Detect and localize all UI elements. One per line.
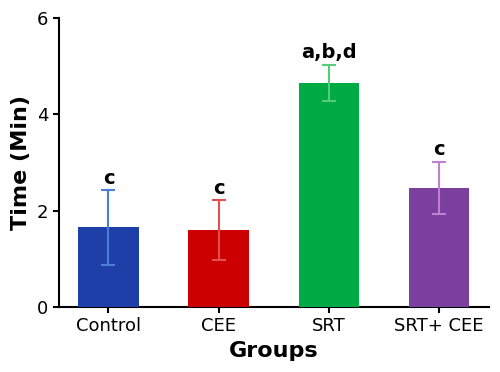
- Bar: [298, 83, 359, 307]
- X-axis label: Groups: Groups: [229, 341, 318, 361]
- Text: c: c: [433, 140, 445, 159]
- Bar: [408, 188, 470, 307]
- Bar: [78, 228, 138, 307]
- Text: c: c: [213, 179, 224, 198]
- Text: c: c: [102, 169, 115, 187]
- Text: a,b,d: a,b,d: [301, 44, 356, 62]
- Y-axis label: Time (Min): Time (Min): [11, 95, 31, 230]
- Bar: [188, 230, 249, 307]
